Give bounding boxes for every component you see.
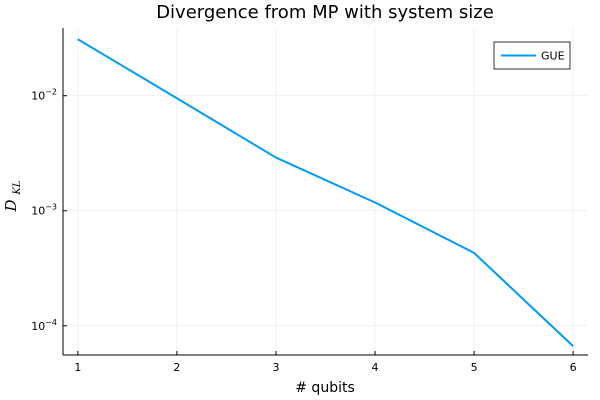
- chart-title: Divergence from MP with system size: [156, 2, 494, 23]
- y-axis-label-base: D: [2, 199, 20, 212]
- series-line-gue: [77, 38, 574, 347]
- legend-label-gue: GUE: [541, 50, 565, 63]
- y-tick-label-base: 10: [31, 320, 45, 333]
- x-tick-label: 5: [471, 361, 478, 374]
- y-axis-label: D KL: [2, 180, 23, 212]
- x-ticks: 1 2 3 4 5 6: [74, 351, 577, 374]
- x-tick-label: 3: [272, 361, 279, 374]
- y-tick-label-exp: −4: [45, 318, 57, 327]
- y-tick-label: 10−2: [31, 88, 57, 103]
- x-tick-label: 4: [372, 361, 379, 374]
- legend: GUE: [493, 41, 571, 70]
- x-axis-label: # qubits: [295, 380, 355, 396]
- series-layer: [77, 38, 574, 347]
- x-tick-label: 1: [74, 361, 81, 374]
- x-tick-label: 6: [570, 361, 577, 374]
- x-tick-label: 2: [173, 361, 180, 374]
- y-tick-label-exp: −3: [45, 203, 57, 212]
- y-tick-label-base: 10: [31, 90, 45, 103]
- grid: [63, 28, 588, 355]
- y-tick-label: 10−3: [31, 203, 57, 218]
- y-axis-label-sub: KL: [12, 180, 23, 195]
- y-tick-label-base: 10: [31, 205, 45, 218]
- y-tick-label: 10−4: [31, 318, 57, 333]
- y-ticks: 10−210−310−4: [31, 88, 67, 333]
- y-tick-label-exp: −2: [45, 88, 57, 97]
